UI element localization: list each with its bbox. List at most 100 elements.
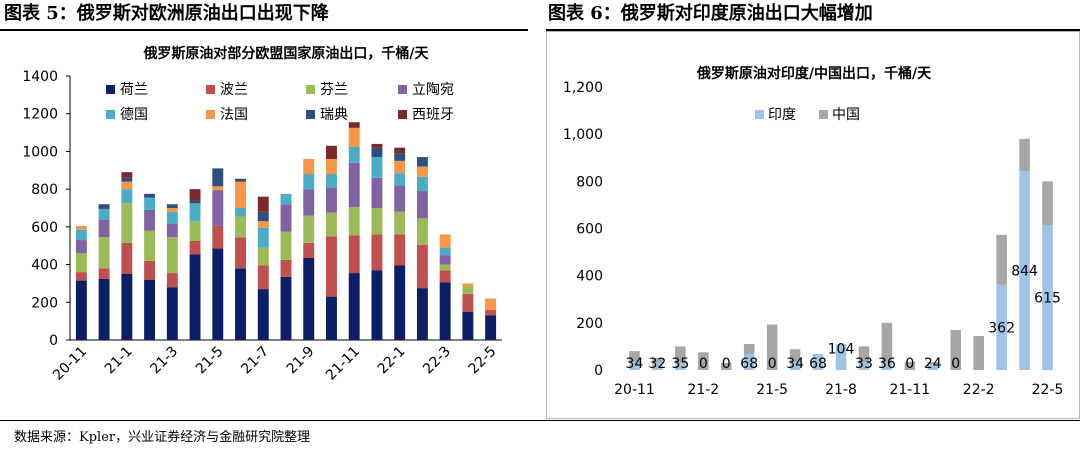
x-tick-label: 21-7	[238, 344, 272, 378]
x-tick-label: 21-9	[284, 344, 318, 378]
y-tick-label: 1200	[22, 107, 58, 123]
data-label: 32	[649, 356, 667, 372]
data-label: 0	[699, 356, 708, 372]
bar-segment-立陶宛	[144, 209, 156, 231]
bar-segment-芬兰	[371, 208, 383, 235]
data-label: 34	[786, 356, 804, 372]
footer-rule	[0, 420, 1080, 421]
data-label: 615	[1034, 290, 1061, 306]
figure-5-caption: 图表 5：俄罗斯对欧洲原油出口出现下降	[4, 3, 329, 24]
bar-segment-印度	[675, 361, 686, 370]
bar-segment-德国	[189, 203, 201, 222]
bar-segment-荷兰	[485, 315, 497, 340]
legend-label: 印度	[768, 107, 796, 123]
bar-segment-芬兰	[75, 253, 87, 273]
bar-segment-瑞典	[235, 178, 246, 182]
bar-segment-荷兰	[212, 248, 224, 340]
y-tick-label: 1,200	[563, 80, 603, 96]
bar-segment-芬兰	[189, 221, 201, 241]
legend-swatch-立陶宛	[398, 85, 407, 94]
bar-segment-印度	[996, 284, 1007, 370]
chart-title: 俄罗斯原油对印度/中国出口，千桶/天	[696, 65, 932, 82]
bar-segment-立陶宛	[371, 177, 383, 208]
bar-segment-荷兰	[235, 268, 246, 340]
bar-segment-中国	[835, 344, 847, 346]
bar-segment-荷兰	[121, 274, 133, 340]
bar-segment-立陶宛	[348, 162, 360, 208]
y-tick-label: 200	[31, 295, 58, 311]
bar-segment-印度	[835, 345, 847, 370]
bar-segment-瑞典	[121, 177, 133, 182]
bar-segment-瑞典	[189, 200, 201, 204]
x-tick-label: 22-5	[1032, 382, 1064, 398]
bar-segment-德国	[257, 227, 269, 248]
bar-segment-法国	[462, 283, 474, 287]
y-tick-label: 200	[576, 316, 603, 332]
bar-segment-法国	[166, 208, 178, 212]
bar-segment-波兰	[189, 241, 201, 255]
bar-segment-印度	[881, 361, 893, 370]
bar-segment-中国	[652, 358, 663, 363]
data-label: 104	[828, 341, 855, 357]
y-tick-label: 400	[31, 258, 58, 274]
bar-segment-波兰	[348, 235, 360, 274]
bar-segment-西班牙	[371, 143, 383, 148]
bar-segment-波兰	[235, 237, 246, 269]
bar-segment-德国	[439, 247, 451, 256]
data-label: 362	[988, 320, 1015, 336]
bar-segment-立陶宛	[166, 224, 178, 238]
bar-segment-芬兰	[166, 237, 178, 274]
caption-rule-right	[546, 29, 1080, 31]
bar-segment-立陶宛	[439, 255, 451, 265]
eu-exports-chart-panel: 俄罗斯原油对部分欧盟国家原油出口，千桶/天 0 200 400 600 800 1000 12…	[0, 31, 528, 419]
legend-label: 波兰	[220, 82, 248, 98]
bar-segment-荷兰	[303, 257, 315, 340]
bar-segment-中国	[996, 234, 1007, 285]
legend-label: 德国	[120, 107, 148, 123]
bar-segment-波兰	[121, 242, 133, 274]
bar-segment-波兰	[144, 260, 156, 280]
data-label: 0	[951, 356, 960, 372]
bar-segment-波兰	[75, 272, 87, 281]
bar-segment-芬兰	[394, 211, 406, 235]
bar-segment-立陶宛	[280, 204, 292, 232]
bar-segment-中国	[973, 336, 984, 370]
bar-segment-印度	[652, 362, 663, 370]
legend-swatch-瑞典	[306, 110, 315, 119]
bar-segment-立陶宛	[394, 185, 406, 212]
bar-segment-西班牙	[121, 172, 133, 178]
bar-segment-中国	[766, 324, 778, 370]
india-china-exports-chart: 俄罗斯原油对印度/中国出口，千桶/天 0 200 400 600 800 1,000 1,20…	[563, 65, 1064, 398]
y-tick-label: 600	[31, 220, 58, 236]
bar-segment-德国	[235, 208, 246, 217]
bar-segment-中国	[904, 361, 916, 370]
bar-segment-荷兰	[462, 311, 474, 340]
bar-segment-印度	[812, 353, 824, 370]
legend-label: 中国	[832, 107, 860, 123]
bar-segment-中国	[675, 346, 686, 362]
y-tick-label: 400	[576, 269, 603, 285]
bar-segment-瑞典	[416, 157, 428, 167]
bar-segment-西班牙	[394, 147, 406, 154]
bar-segment-法国	[121, 181, 133, 190]
bar-segment-中国	[858, 346, 870, 363]
x-tick-label: 21-5	[193, 344, 227, 378]
bar-segment-法国	[75, 225, 87, 230]
bar-segment-德国	[416, 176, 428, 192]
india-china-exports-chart-panel: 俄罗斯原油对印度/中国出口，千桶/天 0 200 400 600 800 1,000 1,20…	[546, 31, 1080, 419]
bar-segment-荷兰	[394, 265, 406, 340]
bar-segment-波兰	[416, 244, 428, 289]
bar-segment-德国	[394, 173, 406, 186]
bar-segment-波兰	[280, 259, 292, 277]
bar-segment-法国	[235, 181, 246, 208]
bar-segment-法国	[348, 127, 360, 147]
bar-segment-荷兰	[416, 288, 428, 340]
x-tick-label: 20-11	[50, 344, 90, 384]
bar-segment-芬兰	[326, 212, 337, 237]
bar-segment-中国	[743, 344, 755, 354]
bar-segment-芬兰	[462, 286, 474, 294]
bar-segment-芬兰	[416, 218, 428, 245]
data-label: 844	[1011, 263, 1038, 279]
legend-swatch-德国	[106, 110, 115, 119]
eu-exports-chart: 俄罗斯原油对部分欧盟国家原油出口，千桶/天 0 200 400 600 800 1000 12…	[22, 45, 502, 384]
